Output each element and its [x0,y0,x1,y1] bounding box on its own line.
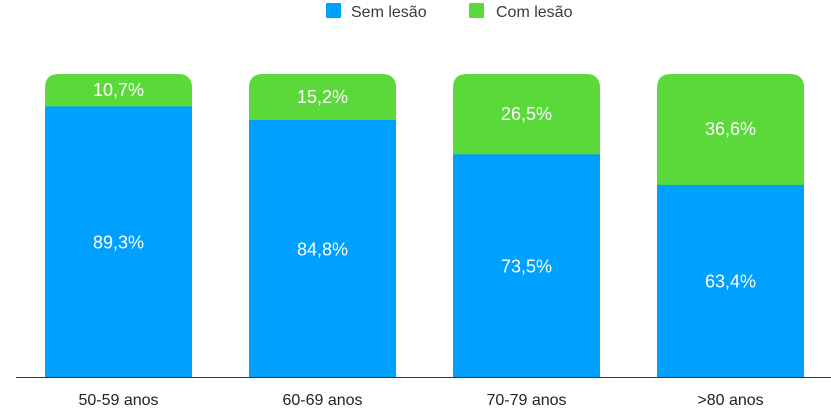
x-tick-label-70-79-anos: 70-79 anos [486,392,566,409]
bar-com-lesao-70-79-anos [453,74,600,156]
data-label-com-lesao-80-anos: 36,6% [705,119,756,139]
data-label-com-lesao-60-69-anos: 15,2% [297,87,348,107]
x-tick-label-80-anos: >80 anos [697,392,763,409]
data-label-com-lesao-50-59-anos: 10,7% [93,80,144,100]
data-label-com-lesao-70-79-anos: 26,5% [501,104,552,124]
data-label-sem-lesao-50-59-anos: 89,3% [93,232,144,252]
bar-sem-lesao-70-79-anos [453,154,600,377]
legend-swatch-com-lesao [469,3,484,18]
x-tick-label-50-59-anos: 50-59 anos [78,392,158,409]
legend-swatch-sem-lesao [326,3,341,18]
legend-label-sem-lesao: Sem lesão [351,4,427,21]
data-label-sem-lesao-80-anos: 63,4% [705,272,756,292]
bars-layer: 10,7% 89,3% 15,2% 84,8% 26,5% 73,5% 36,6% 63,4% [45,74,804,378]
bar-com-lesao-60-69-anos [249,74,396,122]
bar-com-lesao-80-anos [657,74,804,186]
x-tick-label-60-69-anos: 60-69 anos [282,392,362,409]
bar-sem-lesao-60-69-anos [249,120,396,377]
bar-sem-lesao-50-59-anos [45,106,192,378]
data-label-sem-lesao-60-69-anos: 84,8% [297,239,348,259]
legend: Sem lesão Com lesão [326,3,573,21]
legend-label-com-lesao: Com lesão [496,4,573,21]
bar-sem-lesao-80-anos [657,184,804,377]
bar-com-lesao-50-59-anos [45,74,192,108]
category-labels: 50-59 anos 60-69 anos 70-79 anos >80 anos [78,392,763,409]
data-label-sem-lesao-70-79-anos: 73,5% [501,256,552,276]
